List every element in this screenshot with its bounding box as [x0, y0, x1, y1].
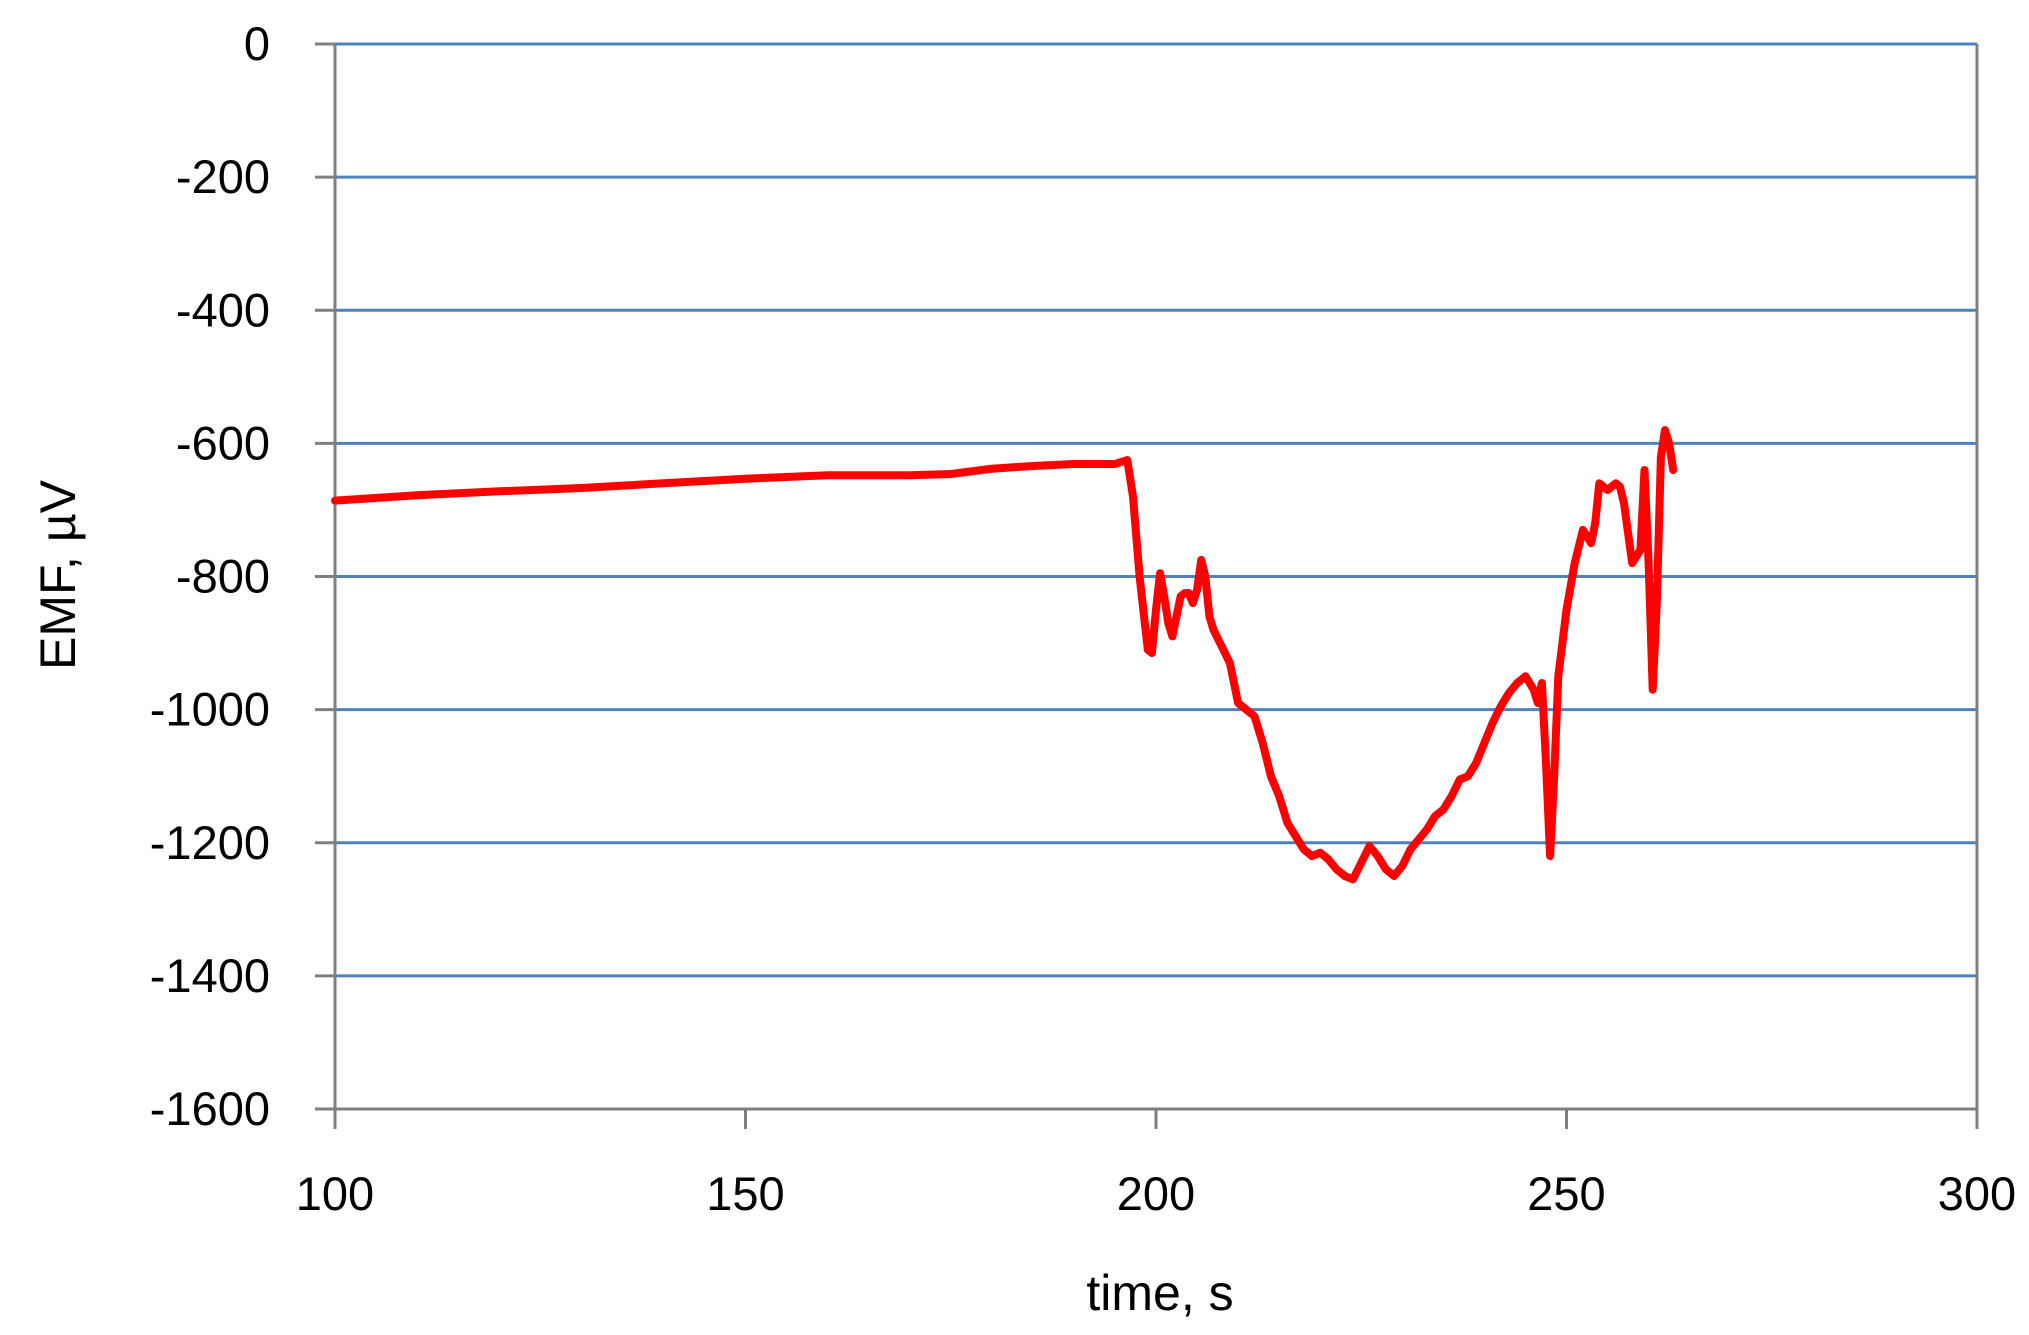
y-axis-title: EMF, µV: [30, 479, 86, 670]
series-layer: [331, 426, 1678, 884]
axes: [315, 42, 1979, 1129]
x-axis-title: time, s: [1086, 1265, 1233, 1321]
y-tick-label: -200: [176, 150, 270, 203]
y-tick-label: -800: [176, 550, 270, 603]
y-tick-labels: 0 -200 -400 -600 -800 -1000 -1200 -1400 -1600: [150, 17, 270, 1135]
x-tick-label: 100: [296, 1167, 374, 1220]
x-tick-label: 200: [1117, 1167, 1195, 1220]
x-tick-label: 300: [1938, 1167, 2016, 1220]
x-tick-label: 250: [1527, 1167, 1605, 1220]
series-line: [331, 426, 1678, 884]
y-tick-label: -1400: [150, 949, 270, 1002]
y-tick-label: -1200: [150, 816, 270, 869]
y-tick-label: -1600: [150, 1082, 270, 1135]
y-tick-label: -1000: [150, 683, 270, 736]
gridlines: [335, 42, 1977, 978]
x-tick-labels: 100 150 200 250 300: [296, 1167, 2016, 1220]
x-tick-label: 150: [706, 1167, 784, 1220]
y-tick-label: -400: [176, 283, 270, 336]
y-tick-label: -600: [176, 416, 270, 469]
y-tick-label: 0: [244, 17, 270, 70]
